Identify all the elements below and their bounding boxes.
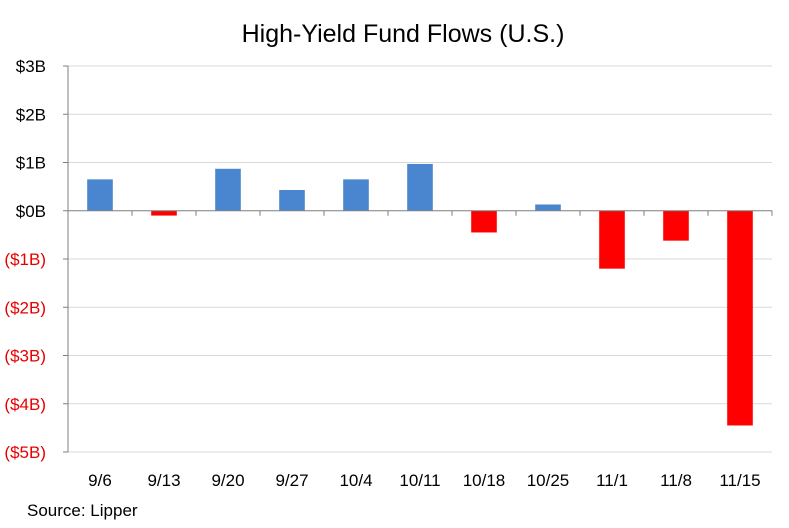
bar-10-11 <box>407 163 433 211</box>
y-axis-tick-labels: $3B $2B $1B $0B ($1B) ($2B) ($3B) ($4B) ($5B) <box>4 57 46 462</box>
bar-10-25 <box>535 204 561 211</box>
y-tick-label: ($1B) <box>4 250 46 269</box>
chart-title: High-Yield Fund Flows (U.S.) <box>242 20 565 48</box>
x-tick-label: 10/4 <box>339 471 372 490</box>
x-tick-label: 9/20 <box>211 471 244 490</box>
bar-9-6 <box>87 179 113 211</box>
y-tick-label: ($3B) <box>4 347 46 366</box>
x-tick-label: 10/25 <box>527 471 570 490</box>
x-tick-label: 10/18 <box>463 471 506 490</box>
x-axis-tick-labels: 9/6 9/13 9/20 9/27 10/4 10/11 10/18 10/25 11/1 11… <box>88 471 760 490</box>
bar-10-18 <box>471 210 497 233</box>
bar-10-4 <box>343 179 369 211</box>
y-tick-label: ($2B) <box>4 298 46 317</box>
axes <box>63 65 773 453</box>
bars <box>87 163 753 426</box>
bar-11-8 <box>663 210 689 241</box>
x-tick-label: 9/13 <box>147 471 180 490</box>
bar-11-1 <box>599 210 625 269</box>
y-tick-label: $1B <box>16 154 46 173</box>
y-tick-label: ($5B) <box>4 443 46 462</box>
y-tick-label: $3B <box>16 57 46 76</box>
x-tick-label: 10/11 <box>399 471 440 490</box>
x-tick-label: 11/1 <box>596 471 628 490</box>
gridlines <box>68 65 772 453</box>
x-tick-label: 9/27 <box>275 471 308 490</box>
x-tick-label: 11/15 <box>719 471 760 490</box>
x-tick-label: 11/8 <box>660 471 692 490</box>
bar-9-20 <box>215 168 241 211</box>
y-tick-label: $0B <box>16 202 46 221</box>
bar-9-13 <box>151 210 177 216</box>
y-tick-label: $2B <box>16 105 46 124</box>
y-tick-label: ($4B) <box>4 395 46 414</box>
x-tick-label: 9/6 <box>88 471 112 490</box>
bar-11-15 <box>727 210 753 426</box>
bar-9-27 <box>279 190 305 211</box>
source-note: Source: Lipper <box>27 501 138 520</box>
